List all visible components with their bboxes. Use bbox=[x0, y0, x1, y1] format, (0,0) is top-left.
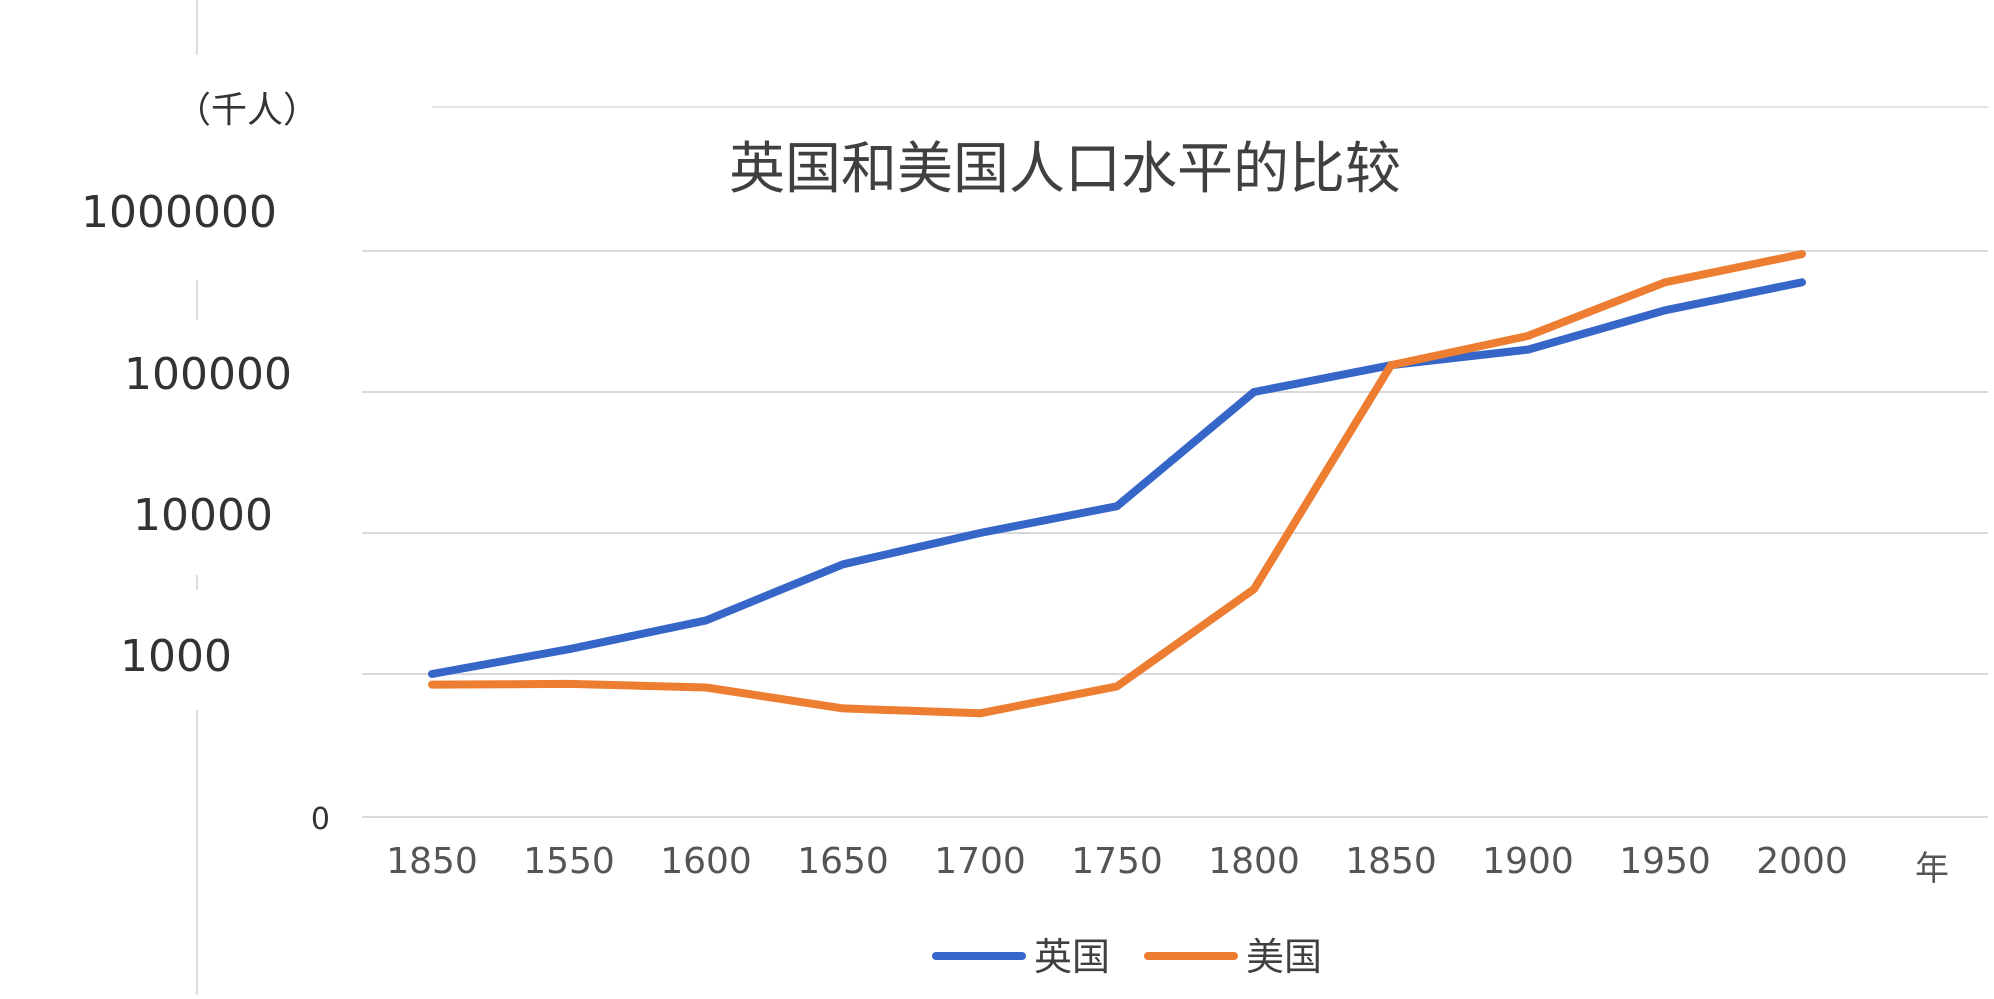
series-line-0 bbox=[428, 278, 1806, 678]
x-axis-ticks: 1850 1550 1600 1650 1700 1750 1800 1850 1900 1950… bbox=[386, 841, 1848, 882]
data-point bbox=[842, 563, 844, 565]
x-tick-label: 1850 bbox=[386, 841, 478, 882]
data-point bbox=[1664, 309, 1666, 311]
data-point bbox=[1527, 335, 1529, 337]
chart-title: 英国和美国人口水平的比较 bbox=[729, 137, 1401, 202]
y-tick-label: 1000 bbox=[120, 631, 232, 682]
legend-label: 英国 bbox=[1034, 935, 1110, 979]
data-point bbox=[568, 683, 570, 685]
y-tick-label: 1000000 bbox=[81, 187, 277, 238]
y-tick-label: 0 bbox=[311, 802, 330, 837]
x-tick-label: 1700 bbox=[934, 841, 1026, 882]
x-tick-label: 1650 bbox=[797, 841, 889, 882]
x-tick-label: 1800 bbox=[1208, 841, 1300, 882]
legend-label: 美国 bbox=[1246, 935, 1322, 979]
data-point bbox=[431, 684, 433, 686]
data-point bbox=[1527, 349, 1529, 351]
x-tick-label: 2000 bbox=[1756, 841, 1848, 882]
data-point bbox=[1116, 685, 1118, 687]
data-point bbox=[1801, 281, 1803, 283]
gridlines bbox=[362, 106, 1988, 818]
data-point bbox=[979, 712, 981, 714]
y-axis-label: （千人） bbox=[175, 90, 319, 131]
x-axis-label: 年 bbox=[1915, 849, 1949, 889]
y-tick-label: 10000 bbox=[133, 490, 273, 541]
x-tick-label: 1950 bbox=[1619, 841, 1711, 882]
data-point bbox=[705, 619, 707, 621]
data-point bbox=[979, 532, 981, 534]
x-tick-label: 1600 bbox=[660, 841, 752, 882]
y-tick-label: 100000 bbox=[124, 349, 292, 400]
data-point bbox=[431, 673, 433, 675]
data-point bbox=[1664, 281, 1666, 283]
series-line-1 bbox=[428, 250, 1806, 718]
data-point bbox=[705, 687, 707, 688]
x-tick-label: 1900 bbox=[1482, 841, 1574, 882]
x-tick-label: 1750 bbox=[1071, 841, 1163, 882]
data-point bbox=[1801, 253, 1803, 255]
x-tick-label: 1850 bbox=[1345, 841, 1437, 882]
data-point bbox=[1390, 364, 1392, 366]
data-point bbox=[842, 707, 844, 709]
data-point bbox=[1116, 505, 1118, 507]
legend: 英国 美国 bbox=[932, 935, 1322, 979]
y-axis-ticks: 0 1000 10000 100000 1000000 bbox=[81, 187, 330, 837]
x-tick-label: 1550 bbox=[523, 841, 615, 882]
series-lines bbox=[428, 250, 1806, 718]
data-point bbox=[568, 648, 570, 650]
data-point bbox=[1253, 588, 1255, 590]
data-point bbox=[1253, 391, 1255, 393]
